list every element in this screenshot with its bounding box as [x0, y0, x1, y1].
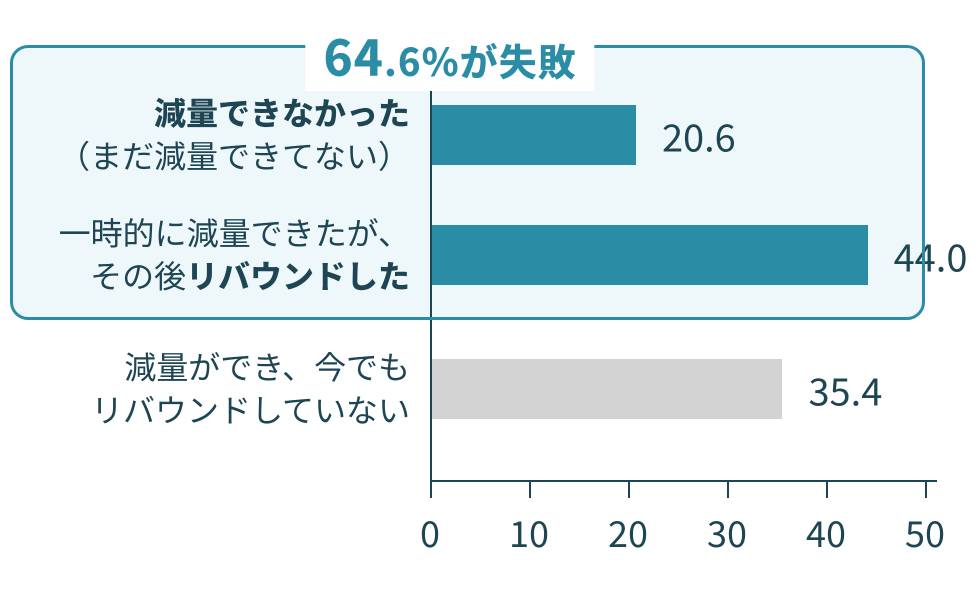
failure-pct-big: 64 [323, 20, 384, 91]
x-tick [826, 480, 828, 498]
x-tick [529, 480, 531, 498]
x-tick [430, 480, 432, 498]
category-label: 減量ができ、今でもリバウンドしていない [91, 345, 410, 431]
failure-group-title: 64.6%が失敗 [305, 20, 594, 91]
x-tick-label: 40 [806, 506, 846, 558]
x-tick [727, 480, 729, 498]
failure-title-rest: が失敗 [460, 32, 577, 87]
x-tick [628, 480, 630, 498]
x-tick-label: 0 [420, 506, 440, 558]
x-tick-label: 20 [608, 506, 648, 558]
bar [432, 359, 782, 419]
chart-container: 20.644.035.4 01020304050 減量できなかった（まだ減量でき… [5, 22, 975, 577]
x-tick-label: 10 [509, 506, 549, 558]
x-axis [430, 480, 937, 482]
x-tick [925, 480, 927, 498]
failure-pct-small: .6% [384, 32, 460, 87]
value-label: 35.4 [808, 362, 882, 417]
x-tick-label: 30 [707, 506, 747, 558]
x-tick-label: 50 [905, 506, 945, 558]
